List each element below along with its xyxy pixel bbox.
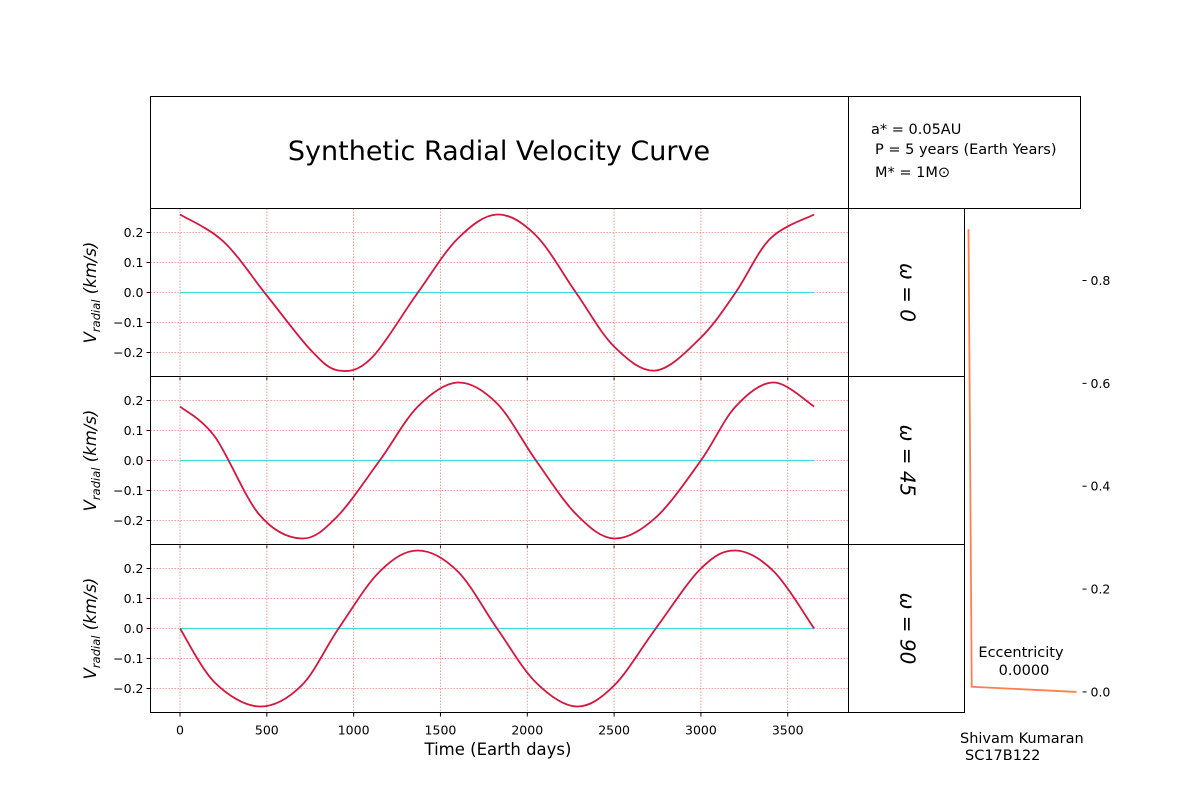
y-tick-label: 0.0: [124, 453, 144, 468]
y-axis-label: Vradial (km/s): [81, 242, 103, 344]
param-mass: M* = 1M⊙: [875, 165, 950, 181]
y-axis-label-sub: radial: [89, 467, 103, 500]
rv-panel-1: 0.2 0.1 0.0 −0.1 −0.2 Vradial (km/s) ω = 45: [81, 376, 965, 549]
y-axis-label: Vradial (km/s): [81, 410, 103, 512]
param-period: P = 5 years (Earth Years): [875, 142, 1057, 158]
y-axis-label-sub: radial: [89, 635, 103, 668]
x-tick-label: 2500: [598, 723, 630, 738]
y-axis-label-sub: radial: [89, 299, 103, 332]
y-tick-label: 0.2: [124, 393, 144, 408]
ecc-y-tick-label: 0.0: [1091, 684, 1111, 699]
author-name: Shivam Kumaran: [960, 731, 1084, 747]
rv-panel-0: 0.2 0.1 0.0 −0.1 −0.2 Vradial (km/s) ω = 0: [81, 208, 965, 381]
y-axis-label-unit: (km/s): [81, 578, 100, 636]
y-tick-label: 0.0: [124, 621, 144, 636]
rv-curve: [179, 381, 815, 540]
y-tick-label: 0.1: [124, 255, 144, 270]
rv-panel-2: 0.2 0.1 0.0 −0.1 −0.2 0 500 1000 1500 2000 2500 300…: [81, 544, 965, 738]
x-tick-label: 3500: [772, 723, 804, 738]
y-tick-label: −0.2: [113, 345, 143, 360]
x-tick-label: 3000: [685, 723, 717, 738]
author-roll: SC17B122: [965, 748, 1040, 764]
ecc-y-tick-label: 0.8: [1091, 273, 1111, 288]
y-tick-label: −0.1: [113, 651, 143, 666]
y-tick-label: 0.1: [124, 423, 144, 438]
ecc-y-tick-label: 0.2: [1091, 582, 1111, 597]
y-tick-label: 0.2: [124, 561, 144, 576]
y-tick-label: 0.0: [124, 285, 144, 300]
y-axis-label-var: V: [81, 330, 100, 343]
chart-title: Synthetic Radial Velocity Curve: [288, 136, 710, 167]
x-tick-label: 1500: [425, 723, 457, 738]
omega-label: ω = 0: [896, 263, 920, 322]
rv-curve: [179, 213, 815, 372]
eccentricity-label: Eccentricity: [978, 645, 1064, 661]
param-semimajor: a* = 0.05AU: [871, 122, 961, 138]
y-tick-label: −0.2: [113, 681, 143, 696]
x-tick-label: 0: [176, 723, 184, 738]
rv-curve: [179, 549, 815, 708]
y-axis-label-var: V: [81, 666, 100, 679]
x-tick-label: 1000: [338, 723, 370, 738]
eccentricity-value: 0.0000: [999, 663, 1050, 679]
y-tick-label: 0.2: [124, 225, 144, 240]
x-tick-label: 500: [255, 723, 279, 738]
eccentricity-panel: 0.8 0.6 0.4 0.2 0.0: [964, 208, 1111, 713]
y-tick-label: −0.2: [113, 513, 143, 528]
y-axis-label-var: V: [81, 498, 100, 511]
omega-label: ω = 45: [896, 425, 920, 497]
ecc-y-tick-label: 0.6: [1091, 376, 1111, 391]
omega-label: ω = 90: [896, 593, 920, 665]
x-axis-label: Time (Earth days): [424, 740, 572, 759]
x-tick-label: 2000: [511, 723, 543, 738]
y-tick-label: 0.1: [124, 591, 144, 606]
eccentricity-line: [967, 229, 1077, 693]
ecc-y-tick-label: 0.4: [1091, 479, 1111, 494]
y-tick-label: −0.1: [113, 483, 143, 498]
y-axis-label-unit: (km/s): [81, 242, 100, 300]
y-axis-label: Vradial (km/s): [81, 578, 103, 680]
y-tick-label: −0.1: [113, 315, 143, 330]
y-axis-label-unit: (km/s): [81, 410, 100, 468]
